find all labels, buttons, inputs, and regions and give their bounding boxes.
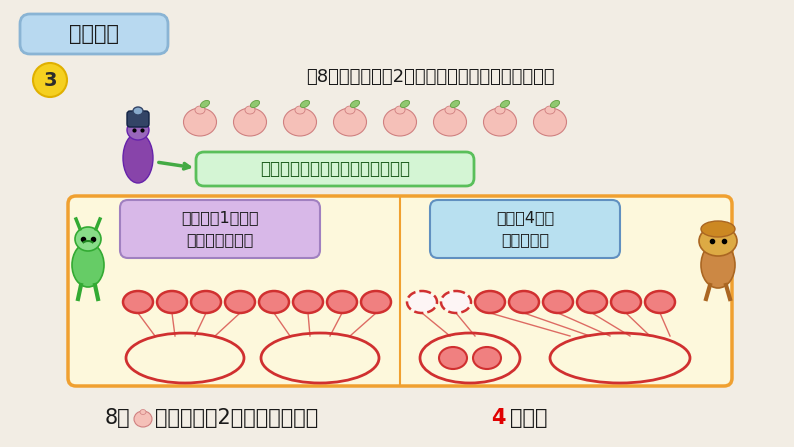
Ellipse shape [475,291,505,313]
Text: 8个: 8个 [105,408,131,428]
Ellipse shape [72,243,104,287]
Ellipse shape [250,101,260,108]
Text: 4: 4 [491,408,505,428]
Text: 每人先分1个，照: 每人先分1个，照 [181,211,259,225]
Ellipse shape [384,108,417,136]
Ellipse shape [361,291,391,313]
Text: 探究新知: 探究新知 [69,24,119,44]
Ellipse shape [261,333,379,383]
FancyBboxPatch shape [20,14,168,54]
Ellipse shape [293,291,323,313]
Ellipse shape [183,108,217,136]
Ellipse shape [333,108,367,136]
Ellipse shape [509,291,539,313]
Ellipse shape [611,291,641,313]
Ellipse shape [245,106,255,114]
Ellipse shape [450,101,460,108]
Ellipse shape [345,106,355,114]
Ellipse shape [441,291,471,313]
Ellipse shape [225,291,255,313]
Ellipse shape [400,101,410,108]
Ellipse shape [123,291,153,313]
Ellipse shape [484,108,517,136]
Ellipse shape [327,291,357,313]
Ellipse shape [645,291,675,313]
Ellipse shape [577,291,607,313]
Ellipse shape [701,221,735,237]
Text: ，平均分给2人，每人分得（: ，平均分给2人，每人分得（ [155,408,318,428]
Text: ）个。: ）个。 [510,408,548,428]
FancyBboxPatch shape [127,111,149,127]
Ellipse shape [500,101,510,108]
Ellipse shape [701,242,735,288]
FancyBboxPatch shape [68,196,732,386]
Ellipse shape [140,409,146,414]
Ellipse shape [407,291,437,313]
Ellipse shape [395,106,405,114]
Text: 3: 3 [43,71,56,89]
Ellipse shape [127,120,149,140]
Ellipse shape [157,291,187,313]
Text: 正好分完。: 正好分完。 [501,232,549,248]
Ellipse shape [350,101,360,108]
Ellipse shape [259,291,289,313]
Ellipse shape [699,226,737,256]
Ellipse shape [473,347,501,369]
Ellipse shape [439,347,467,369]
FancyBboxPatch shape [430,200,620,258]
Ellipse shape [75,227,101,251]
FancyBboxPatch shape [196,152,474,186]
Ellipse shape [33,63,67,97]
Ellipse shape [134,411,152,427]
Ellipse shape [123,133,153,183]
Text: 把8个桃平均分给2个小朋友，每个小朋友分几个？: 把8个桃平均分给2个小朋友，每个小朋友分几个？ [306,68,554,86]
Ellipse shape [420,333,520,383]
Ellipse shape [295,106,305,114]
Ellipse shape [534,108,566,136]
Ellipse shape [283,108,317,136]
Ellipse shape [133,107,143,115]
Ellipse shape [191,291,221,313]
Text: 每人分4个，: 每人分4个， [496,211,554,225]
Ellipse shape [543,291,573,313]
Ellipse shape [495,106,505,114]
Ellipse shape [434,108,467,136]
Ellipse shape [195,106,205,114]
Ellipse shape [200,101,210,108]
FancyBboxPatch shape [120,200,320,258]
Ellipse shape [233,108,267,136]
Text: 这样接着再分。: 这样接着再分。 [187,232,254,248]
Ellipse shape [126,333,244,383]
Text: 先用圆片分一分，再和同学交流。: 先用圆片分一分，再和同学交流。 [260,160,410,178]
Ellipse shape [550,333,690,383]
Ellipse shape [300,101,310,108]
Ellipse shape [550,101,560,108]
Ellipse shape [545,106,555,114]
Ellipse shape [445,106,455,114]
